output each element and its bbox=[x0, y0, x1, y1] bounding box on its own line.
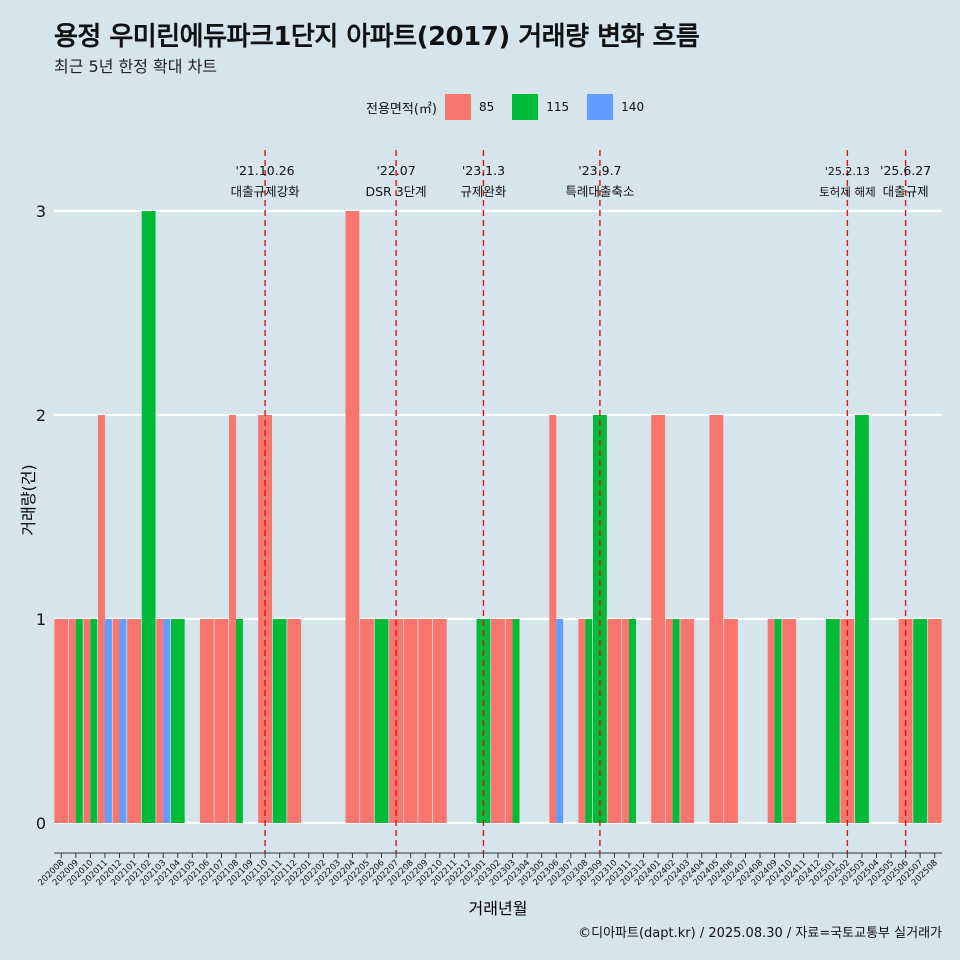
bar-202303-115 bbox=[512, 619, 520, 823]
legend-key-115 bbox=[512, 94, 539, 120]
event-date: '25.2.13 bbox=[825, 165, 870, 178]
bar-202508-85 bbox=[927, 619, 942, 823]
bar-202010-115 bbox=[90, 619, 98, 823]
bar-202209-85 bbox=[418, 619, 433, 823]
y-tick-label: 0 bbox=[36, 814, 46, 833]
event-date: '21.10.26 bbox=[236, 163, 295, 178]
bar-202310-85 bbox=[607, 619, 622, 823]
bar-202403-85 bbox=[680, 619, 695, 823]
event-label: 특례대출축소 bbox=[565, 184, 634, 199]
bar-202308-115 bbox=[585, 619, 593, 823]
bar-202303-85 bbox=[505, 619, 513, 823]
bar-202106-85 bbox=[199, 619, 214, 823]
bar-202308-85 bbox=[578, 619, 586, 823]
bar-202107-85 bbox=[214, 619, 229, 823]
bar-202011-140 bbox=[104, 619, 112, 823]
event-label: 토허제 해제 bbox=[819, 185, 876, 199]
legend-key-85 bbox=[444, 94, 471, 120]
chart-subtitle: 최근 5년 한정 확대 차트 bbox=[54, 57, 218, 76]
chart-title: 용정 우미린에듀파크1단지 아파트(2017) 거래량 변화 흐름 bbox=[54, 22, 700, 52]
bar-202110-85 bbox=[258, 415, 272, 823]
bar-202306-85 bbox=[549, 415, 557, 823]
bar-202311-85 bbox=[622, 619, 630, 823]
bar-202009-115 bbox=[75, 619, 83, 823]
bar-202402-85 bbox=[665, 619, 673, 823]
bar-202410-85 bbox=[782, 619, 797, 823]
bar-202108-115 bbox=[235, 619, 243, 823]
event-label: 대출규제강화 bbox=[231, 184, 301, 199]
legend-label-140: 140 bbox=[621, 100, 645, 114]
legend-title: 전용면적(㎡) bbox=[366, 101, 437, 117]
y-tick-label: 1 bbox=[36, 610, 46, 629]
bar-202405-85 bbox=[709, 415, 724, 823]
bar-202409-85 bbox=[767, 619, 775, 823]
legend-key-140 bbox=[587, 94, 614, 120]
bar-202103-85 bbox=[156, 619, 164, 823]
bar-202503-115 bbox=[855, 415, 869, 823]
bar-202311-115 bbox=[629, 619, 636, 823]
bar-202102-115 bbox=[141, 211, 156, 823]
bar-202208-85 bbox=[403, 619, 418, 823]
bar-202010-85 bbox=[83, 619, 91, 823]
source-caption: ©디아파트(dapt.kr) / 2025.08.30 / 자료=국토교통부 실… bbox=[578, 926, 942, 941]
bar-202402-115 bbox=[672, 619, 680, 823]
legend: 전용면적(㎡) 85 115 140 bbox=[366, 93, 662, 121]
bar-202302-85 bbox=[491, 619, 505, 823]
bar-202111-115 bbox=[272, 619, 287, 823]
event-label: DSR 3단계 bbox=[366, 184, 427, 199]
bar-202501-115 bbox=[825, 619, 840, 823]
bar-202101-85 bbox=[127, 619, 141, 823]
event-date: '23.9.7 bbox=[578, 163, 621, 178]
bar-202406-85 bbox=[724, 619, 738, 823]
x-axis: 2020082020092020102020112020122021012021… bbox=[36, 852, 942, 888]
bar-202008-85 bbox=[54, 619, 69, 823]
y-tick-label: 2 bbox=[36, 406, 46, 425]
event-label: 규제완화 bbox=[460, 184, 507, 199]
bar-202204-85 bbox=[345, 211, 360, 823]
y-axis: 0 1 2 3 bbox=[36, 202, 46, 833]
event-markers: '21.10.26 대출규제강화 '22.07 DSR 3단계 '23.1.3 규제완화 '… bbox=[231, 150, 931, 853]
bar-202309-115 bbox=[592, 415, 607, 823]
bar-202112-85 bbox=[287, 619, 302, 823]
bar-202011-85 bbox=[98, 415, 105, 823]
bar-202103-140 bbox=[163, 619, 171, 823]
bar-202210-85 bbox=[432, 619, 447, 823]
bar-202507-115 bbox=[913, 619, 928, 823]
bar-202409-115 bbox=[774, 619, 782, 823]
bars bbox=[54, 211, 942, 823]
y-tick-label: 3 bbox=[36, 202, 46, 221]
bar-202012-85 bbox=[112, 619, 120, 823]
bar-202205-85 bbox=[360, 619, 374, 823]
bar-202012-140 bbox=[119, 619, 127, 823]
event-date: '22.07 bbox=[376, 163, 415, 178]
bar-202108-85 bbox=[229, 415, 236, 823]
y-axis-label: 거래량(건) bbox=[19, 464, 38, 535]
legend-label-115: 115 bbox=[546, 100, 570, 114]
event-label: 대출규제 bbox=[883, 184, 929, 199]
legend-label-85: 85 bbox=[478, 100, 495, 114]
bar-202306-140 bbox=[556, 619, 564, 823]
event-date: '23.1.3 bbox=[462, 163, 505, 178]
event-date: '25.6.27 bbox=[880, 163, 931, 178]
bar-202009-85 bbox=[68, 619, 76, 823]
bar-202206-115 bbox=[374, 619, 389, 823]
bar-202401-85 bbox=[651, 415, 666, 823]
x-axis-label: 거래년월 bbox=[469, 899, 528, 918]
bar-202104-115 bbox=[170, 619, 185, 823]
